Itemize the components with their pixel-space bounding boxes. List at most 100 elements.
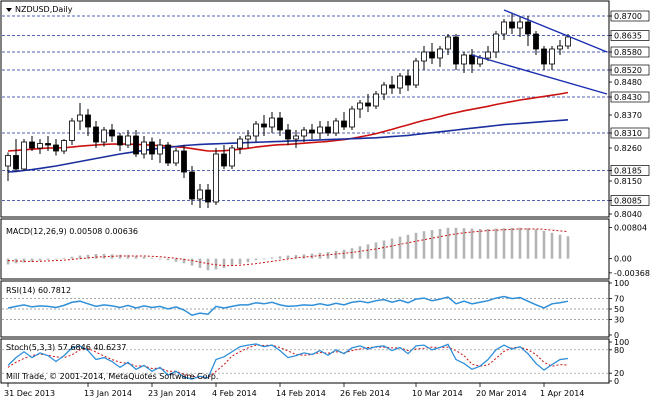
candle-body-down xyxy=(509,21,515,29)
candle-body-down xyxy=(285,129,291,140)
macd-bar xyxy=(566,236,570,259)
candle xyxy=(205,184,211,208)
candle xyxy=(93,121,99,148)
time-tick-label: 14 Feb 2014 xyxy=(276,389,326,398)
symbol-title: NZDUSD,Daily xyxy=(15,5,73,14)
trendline-lower xyxy=(471,54,608,95)
candle xyxy=(365,94,371,112)
macd-bar xyxy=(350,248,354,259)
candle-body-up xyxy=(237,138,243,149)
candle-body-up xyxy=(21,141,27,170)
candle-body-down xyxy=(533,33,539,50)
candle xyxy=(421,46,427,70)
price-tick-label: 0.8085 xyxy=(614,197,642,206)
candle-body-down xyxy=(109,129,115,137)
macd-bar xyxy=(222,258,226,268)
macd-tick-label: 0.00804 xyxy=(614,224,647,233)
candle-body-up xyxy=(333,120,339,134)
candle-body-up xyxy=(125,135,131,146)
candle xyxy=(317,121,323,139)
candle xyxy=(261,115,267,136)
candle xyxy=(101,127,107,147)
candle-body-down xyxy=(205,189,211,203)
candle-body-up xyxy=(301,129,307,137)
macd-bar xyxy=(334,250,338,259)
macd-bar xyxy=(422,231,426,259)
macd-bar xyxy=(470,228,474,259)
rsi-tick-label: 70 xyxy=(614,295,624,304)
candle xyxy=(533,31,539,55)
candle-body-up xyxy=(229,147,235,167)
candle-body-up xyxy=(5,155,11,167)
macd-signal-line xyxy=(7,228,569,267)
candle-body-up xyxy=(477,57,483,65)
candle-body-down xyxy=(93,126,99,143)
candle xyxy=(269,112,275,133)
candle-body-up xyxy=(253,123,259,137)
candle-body-down xyxy=(85,114,91,128)
trendline-upper xyxy=(503,9,608,53)
candle xyxy=(173,148,179,166)
candle xyxy=(149,137,155,160)
time-tick-label: 4 Feb 2014 xyxy=(212,389,257,398)
candle xyxy=(197,184,203,208)
candle xyxy=(373,91,379,109)
candle-body-down xyxy=(29,141,35,149)
candle xyxy=(389,76,395,94)
macd-bar xyxy=(462,228,466,259)
price-tick-label: 0.8040 xyxy=(614,210,642,219)
candle xyxy=(549,46,555,70)
candle-body-up xyxy=(517,21,523,29)
candle xyxy=(245,130,251,148)
macd-bar xyxy=(214,258,218,270)
rsi-panel xyxy=(0,280,610,338)
candle-body-up xyxy=(197,189,203,200)
macd-bar xyxy=(510,227,514,259)
candle xyxy=(181,145,187,178)
macd-bar xyxy=(486,228,490,259)
macd-bar xyxy=(494,228,498,259)
candle xyxy=(493,31,499,58)
macd-bar xyxy=(262,258,266,260)
time-tick-label: 13 Jan 2014 xyxy=(84,389,132,398)
macd-bar xyxy=(382,240,386,259)
candle xyxy=(485,46,491,61)
candle-body-up xyxy=(69,120,75,141)
macd-title: MACD(12,26,9) 0.00508 0.00636 xyxy=(6,227,138,236)
candle xyxy=(69,118,75,145)
candle xyxy=(525,16,531,46)
candle xyxy=(381,82,387,100)
candle xyxy=(165,142,171,166)
candle xyxy=(445,34,451,55)
macd-bar xyxy=(30,258,34,262)
macd-bar xyxy=(446,227,450,259)
candle-body-up xyxy=(485,51,491,59)
time-tick-label: 1 Apr 2014 xyxy=(540,389,584,398)
macd-bar xyxy=(430,230,434,259)
candle xyxy=(453,34,459,70)
candle-body-down xyxy=(341,120,347,128)
candle-body-down xyxy=(365,102,371,107)
candle xyxy=(117,133,123,151)
candle xyxy=(397,73,403,94)
candle xyxy=(37,139,43,154)
price-tick-label: 0.8310 xyxy=(614,129,642,138)
dropdown-arrow-icon[interactable] xyxy=(6,8,12,12)
macd-bar xyxy=(478,228,482,259)
candle-body-down xyxy=(405,75,411,86)
candle-body-down xyxy=(429,51,435,59)
candle-body-up xyxy=(437,48,443,59)
rsi-tick-label: 100 xyxy=(614,279,629,288)
candle xyxy=(557,40,563,55)
candle-body-up xyxy=(557,45,563,50)
candle xyxy=(413,58,419,88)
candle-body-down xyxy=(117,135,123,146)
candle xyxy=(53,139,59,156)
candle-body-up xyxy=(357,102,363,110)
candle xyxy=(141,136,147,159)
macd-bar xyxy=(526,228,530,259)
candle-body-up xyxy=(37,143,43,149)
candle xyxy=(213,148,219,205)
candle-body-up xyxy=(141,141,147,155)
